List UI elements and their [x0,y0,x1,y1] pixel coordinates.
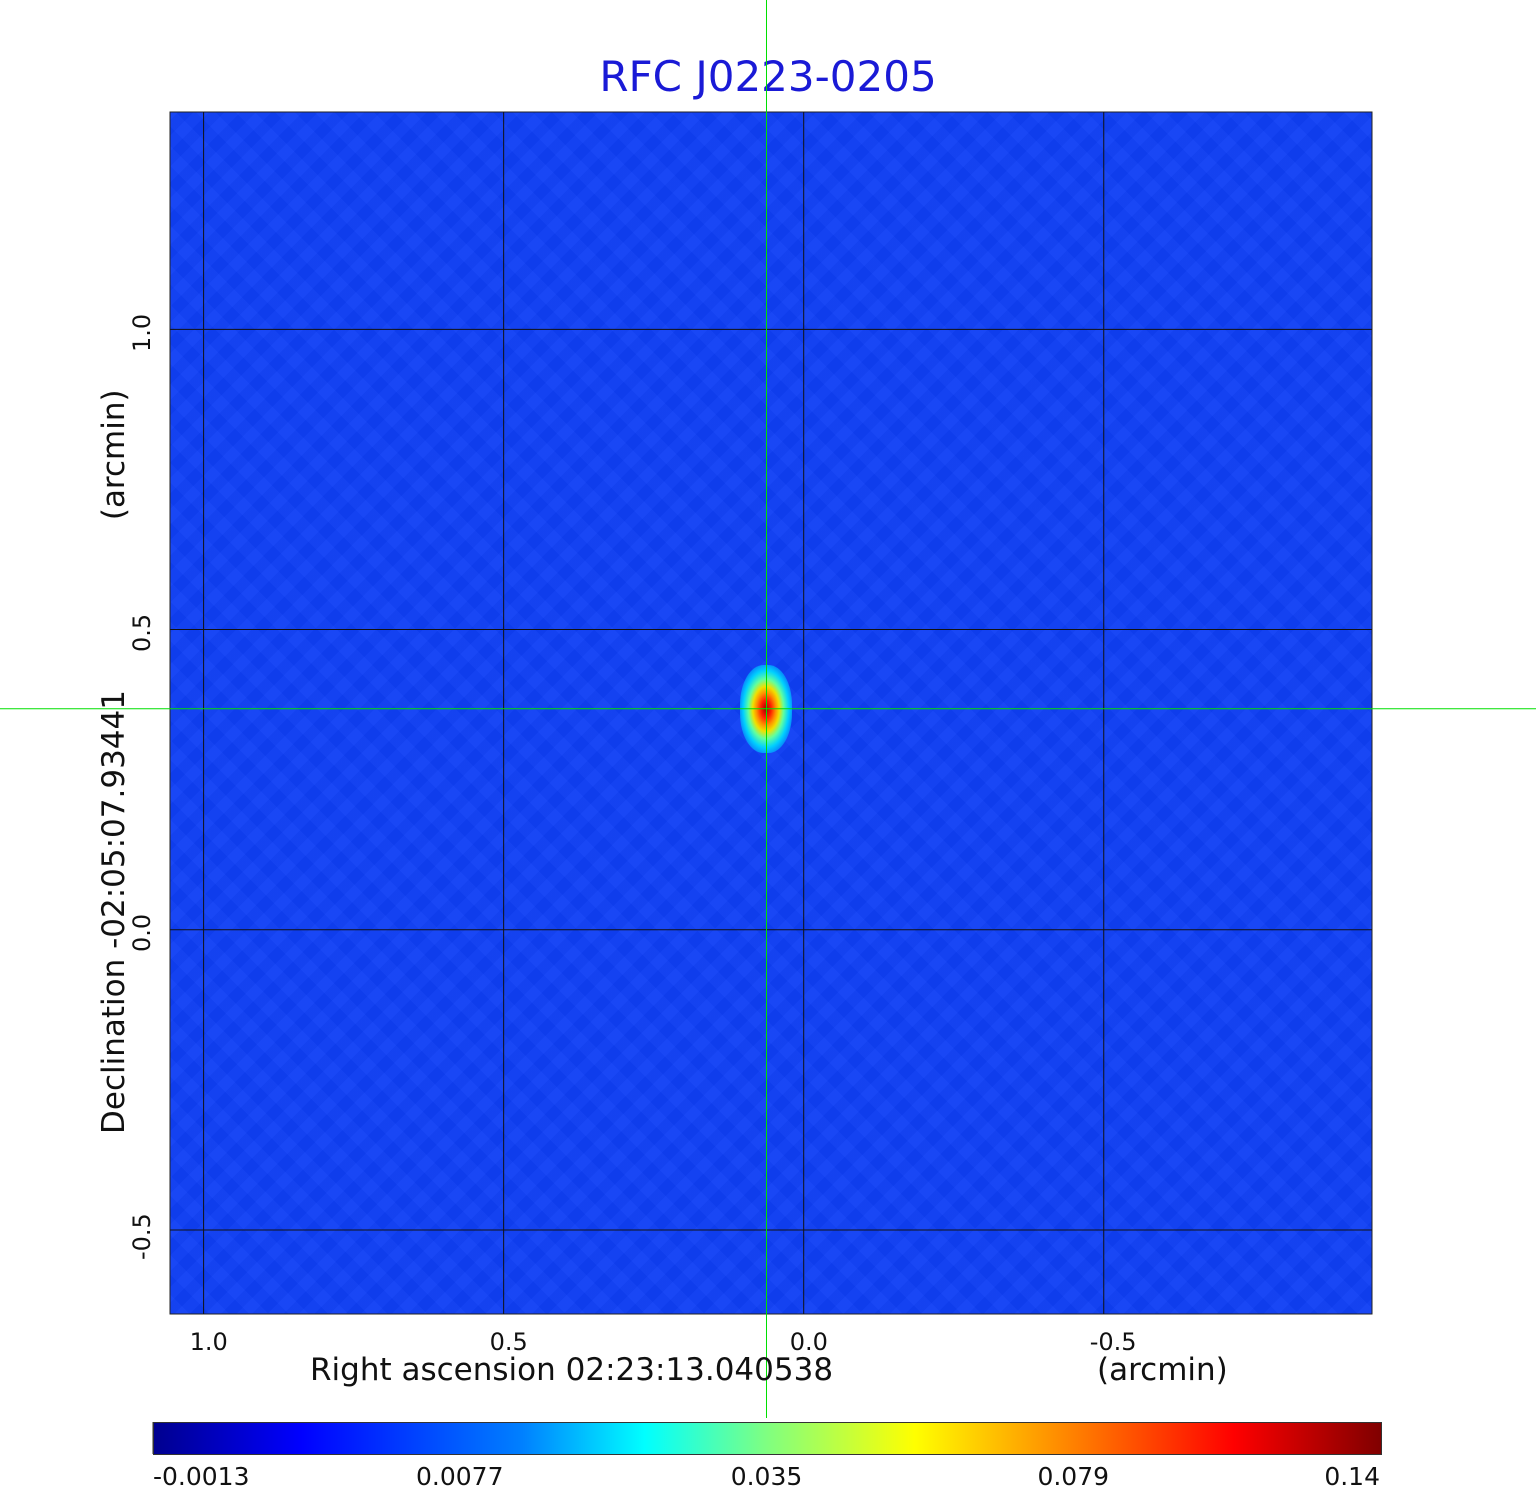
x-tick-label: -0.5 [1089,1328,1137,1356]
x-tick-label: 1.0 [189,1328,228,1356]
y-axis-title: Declination -02:05:07.93441 [96,690,132,1134]
colorbar-tick-label: 0.0077 [416,1462,504,1491]
y-tick-label: -0.5 [128,1213,156,1260]
colorbar-tick-label: 0.14 [1324,1462,1380,1491]
colorbar [153,1422,1382,1455]
radio-source-blob [740,664,793,753]
colorbar-tick-label: 0.035 [730,1462,803,1491]
colorbar-tick-label: 0.079 [1037,1462,1110,1491]
y-tick-label: 0.5 [128,613,156,653]
x-axis-unit: (arcmin) [1097,1352,1228,1388]
x-tick-label: 0.5 [489,1328,528,1356]
x-tick-label: 0.0 [789,1328,828,1356]
y-tick-label: 1.0 [128,313,156,352]
x-axis-title: Right ascension 02:23:13.040538 [310,1352,834,1388]
image-plot-area [170,112,1372,1314]
y-axis-label: Declination -02:05:07.93441 (arcmin) [96,389,132,1134]
y-tick-label: 0.0 [128,914,156,953]
colorbar-tick-label: -0.0013 [153,1462,250,1491]
y-axis-unit: (arcmin) [96,389,132,521]
chart-title: RFC J0223-0205 [599,52,937,101]
